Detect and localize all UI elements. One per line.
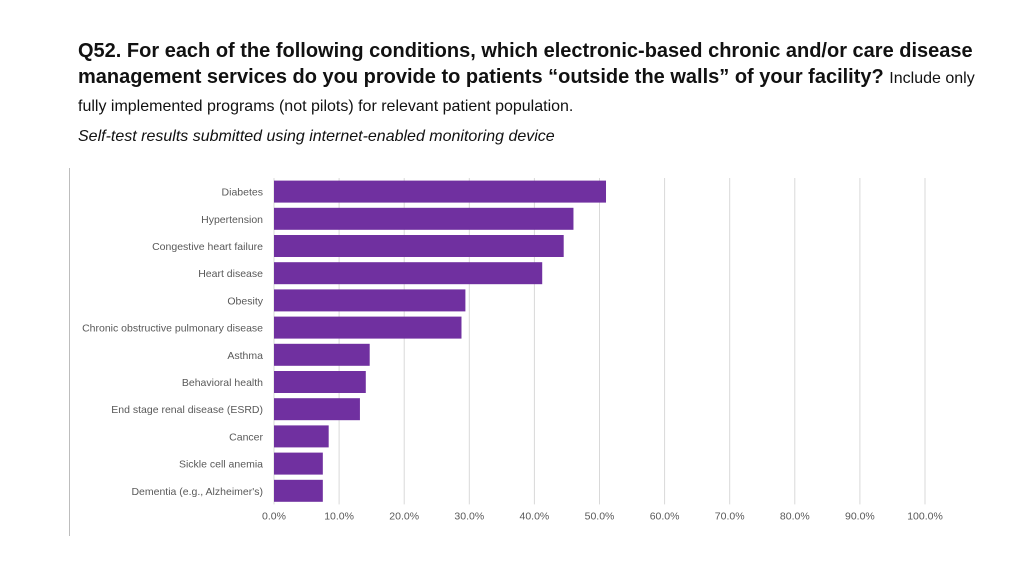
category-label: Obesity [227, 295, 263, 307]
x-tick-label: 60.0% [650, 510, 680, 522]
left-divider [69, 168, 70, 536]
x-tick-label: 90.0% [845, 510, 875, 522]
category-label: Dementia (e.g., Alzheimer's) [131, 486, 263, 498]
category-label: Sickle cell anemia [179, 459, 263, 471]
bar [274, 343, 370, 366]
question-title-note: Include only fully implemented programs … [78, 70, 975, 115]
bar [274, 180, 607, 203]
category-label: Behavioral health [182, 377, 263, 389]
category-label: Congestive heart failure [152, 241, 263, 253]
x-tick-label: 0.0% [262, 510, 286, 522]
category-label: End stage renal disease (ESRD) [111, 404, 263, 416]
bar [274, 452, 323, 475]
question-title-bold: Q52. For each of the following condition… [78, 40, 973, 88]
bar [274, 371, 366, 393]
bar [274, 289, 466, 312]
bar [274, 479, 323, 502]
category-label: Cancer [229, 431, 263, 443]
bar [274, 262, 543, 285]
x-tick-label: 50.0% [585, 510, 615, 522]
x-tick-label: 10.0% [324, 510, 354, 522]
x-tick-label: 80.0% [780, 510, 810, 522]
category-labels: Diabetes Hypertension Congestive heart fai… [82, 187, 264, 498]
bar [274, 425, 329, 448]
bar [274, 316, 462, 339]
x-tick-label: 70.0% [715, 510, 745, 522]
category-label: Diabetes [222, 187, 263, 199]
category-label: Heart disease [198, 268, 263, 280]
category-label: Chronic obstructive pulmonary disease [82, 323, 263, 335]
bar [274, 235, 564, 257]
tick-labels: 0.0% 10.0% 20.0% 30.0% 40.0% 50.0% 60.0% 70.0% 8… [262, 510, 943, 522]
chart-subtitle: Self-test results submitted using intern… [78, 128, 555, 145]
grid-lines [273, 178, 926, 505]
bar [274, 398, 360, 421]
question-title: Q52. For each of the following condition… [78, 38, 978, 120]
bars [274, 180, 607, 502]
x-tick-label: 30.0% [454, 510, 484, 522]
bar [274, 207, 574, 230]
x-tick-label: 20.0% [389, 510, 419, 522]
x-tick-label: 40.0% [520, 510, 550, 522]
category-label: Asthma [227, 350, 263, 362]
category-label: Hypertension [201, 214, 263, 226]
x-tick-label: 100.0% [907, 510, 943, 522]
